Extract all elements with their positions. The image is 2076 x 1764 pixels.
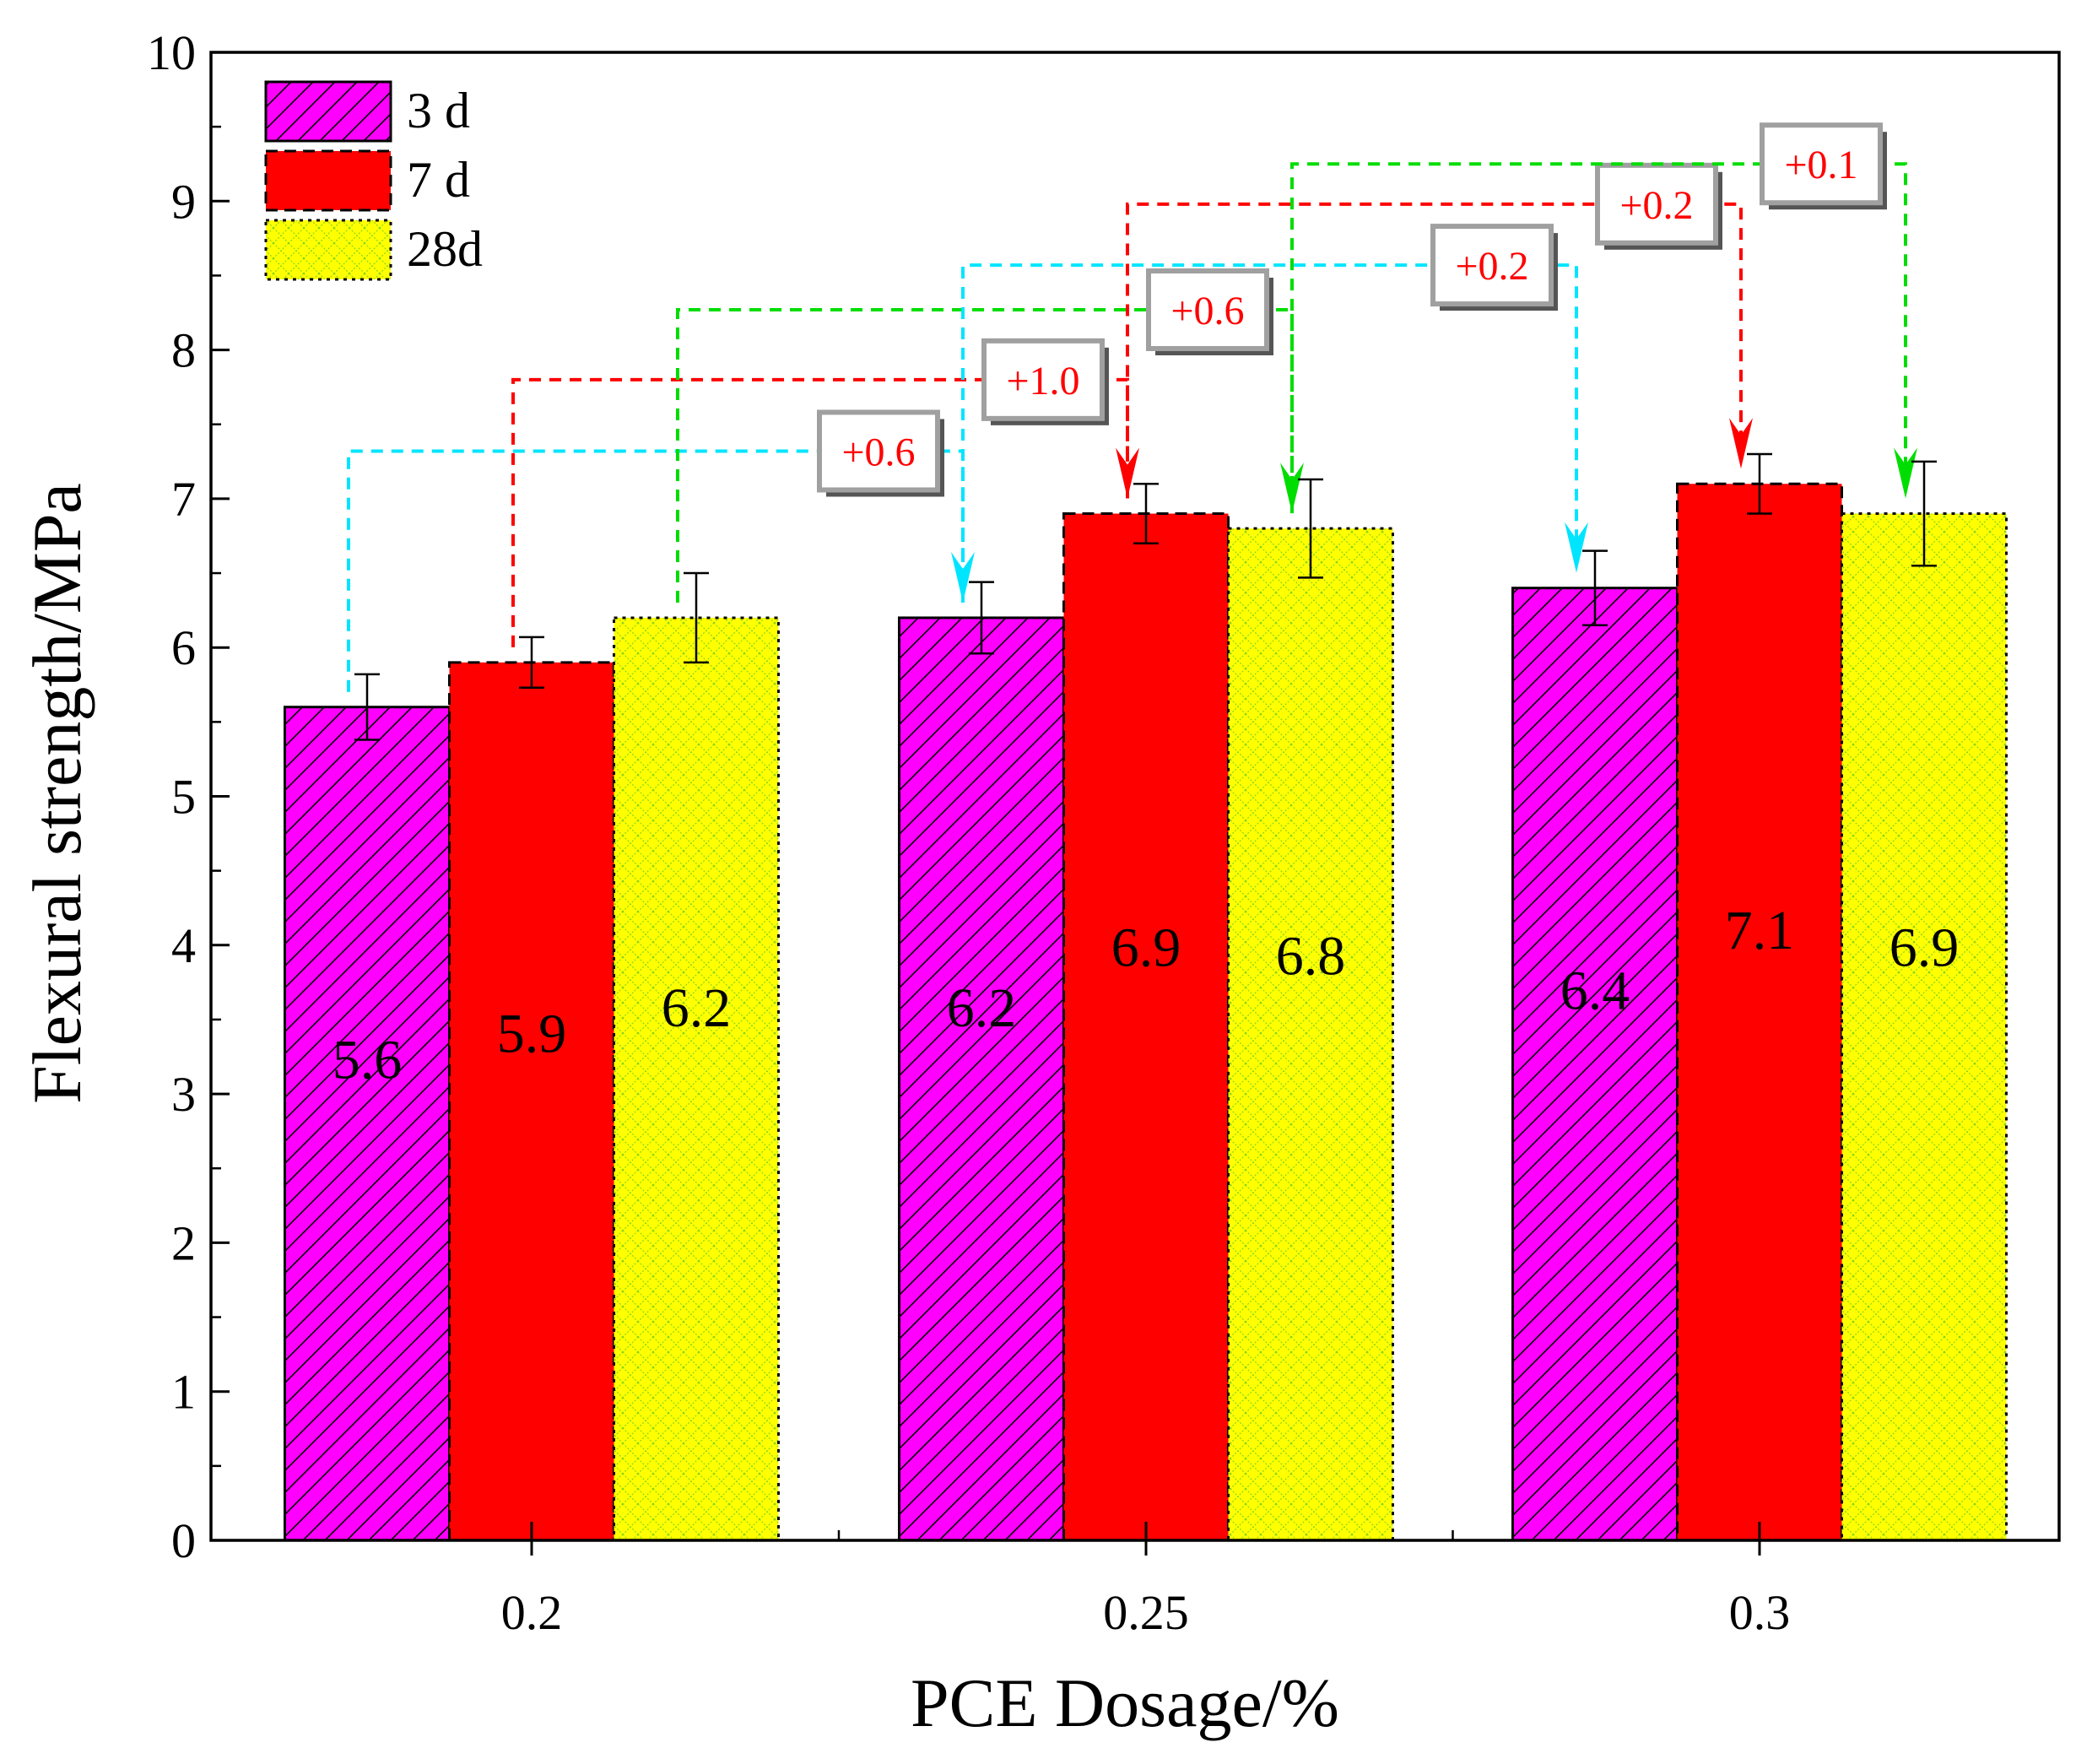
annotation-arrowhead	[1565, 522, 1588, 573]
axes-layer: 0 1 2 3 4 5 6 7 8 9 10 0.2 0.25 0.3	[147, 25, 2061, 1640]
legend-item-3d: 3 d	[264, 80, 470, 143]
increase-annotation: +0.2	[961, 224, 1588, 603]
x-axis-title: PCE Dosage/%	[911, 1664, 1339, 1741]
y-tick-label: 6	[171, 620, 196, 675]
data-label: 6.2	[947, 977, 1017, 1039]
error-bar-2-0	[684, 571, 709, 664]
error-bar-0-1	[969, 581, 994, 655]
annotation-bracket	[676, 307, 1294, 603]
annotation-box	[1760, 122, 1883, 206]
legend-label: 28d	[407, 221, 483, 277]
annotation-box	[1430, 224, 1554, 307]
y-tick-label: 0	[171, 1513, 196, 1568]
annotations-layer: +0.6 +1.0 +0.6 +0.2 +0.2 +0.1	[347, 122, 1917, 692]
legend-swatch	[264, 149, 392, 212]
y-tick-label: 5	[171, 770, 196, 825]
legend-swatch	[264, 80, 392, 143]
x-tick-label: 0.3	[1729, 1585, 1791, 1640]
annotation-box	[1146, 268, 1269, 351]
bar-outline-2-0	[613, 616, 780, 1542]
bar-3d-0.3	[1512, 587, 1678, 1541]
annotation-bracket	[961, 263, 1578, 603]
legend: 3 d 7 d 28d	[264, 80, 483, 281]
bar-28d-0.3	[1841, 513, 2007, 1540]
error-bar-1-1	[1133, 483, 1159, 545]
error-bar-0-0	[354, 673, 380, 741]
legend-item-28d: 28d	[264, 219, 483, 281]
y-tick-label: 7	[171, 472, 196, 527]
bars-layer	[284, 482, 2008, 1542]
y-tick-label: 10	[147, 25, 196, 80]
error-bars-layer	[354, 452, 1937, 741]
error-bar-1-0	[519, 636, 544, 690]
annotation-label: +0.2	[1619, 183, 1693, 228]
y-axis-title: Flexural strength/MPa	[19, 483, 95, 1104]
x-tick-label: 0.25	[1103, 1585, 1189, 1640]
bar-28d-0.25	[1228, 528, 1393, 1541]
increase-annotation: +1.0	[511, 338, 1139, 647]
annotation-box	[817, 409, 940, 493]
y-tick-label: 8	[171, 323, 196, 378]
annotation-label: +1.0	[1006, 359, 1079, 403]
data-label: 5.9	[497, 1004, 567, 1065]
legend-label: 7 d	[407, 152, 470, 208]
bar-3d-0.2	[284, 706, 450, 1540]
data-label: 6.9	[1111, 917, 1181, 978]
bar-28d-0.2	[614, 617, 779, 1541]
legend-label: 3 d	[407, 83, 470, 138]
annotation-label: +0.2	[1455, 244, 1528, 289]
error-bar-0-2	[1582, 549, 1608, 627]
error-bar-2-2	[1911, 460, 1937, 567]
bar-7d-0.25	[1063, 513, 1229, 1540]
annotation-bracket	[511, 377, 1129, 647]
annotation-arrowhead	[1894, 447, 1917, 499]
increase-annotation: +0.6	[347, 409, 975, 692]
increase-annotation: +0.2	[1126, 162, 1753, 499]
annotation-label: +0.1	[1784, 143, 1857, 187]
annotation-box	[1595, 162, 1718, 246]
data-label: 6.4	[1560, 960, 1630, 1022]
annotation-bracket	[1290, 162, 1907, 514]
bar-3d-0.25	[899, 617, 1064, 1541]
annotation-label: +0.6	[1170, 289, 1244, 333]
annotation-bracket	[1126, 202, 1743, 499]
increase-annotation: +0.1	[1290, 122, 1917, 514]
bar-outline-2-2	[1841, 512, 2008, 1542]
y-tick-label: 3	[171, 1067, 196, 1122]
legend-item-7d: 7 d	[264, 149, 470, 212]
legend-swatch	[264, 219, 392, 281]
y-tick-label: 4	[171, 918, 196, 973]
annotation-arrowhead	[1729, 418, 1753, 469]
annotation-box	[981, 338, 1105, 421]
error-bar-1-2	[1747, 452, 1772, 515]
bar-7d-0.3	[1677, 484, 1842, 1540]
data-labels-layer: 5.6 6.2 6.4 5.9 6.9 7.1 6.2 6.8 6.9	[332, 900, 1960, 1090]
data-label: 5.6	[332, 1029, 403, 1090]
increase-annotation: +0.6	[676, 268, 1304, 603]
data-label: 7.1	[1725, 900, 1795, 961]
data-label: 6.2	[662, 977, 732, 1039]
annotation-label: +0.6	[841, 430, 915, 474]
y-tick-label: 1	[171, 1365, 196, 1420]
data-label: 6.9	[1889, 917, 1960, 978]
error-bar-2-1	[1298, 478, 1323, 579]
y-tick-label: 2	[171, 1215, 196, 1270]
y-tick-label: 9	[171, 174, 196, 229]
bar-7d-0.2	[449, 662, 614, 1540]
data-label: 6.8	[1276, 926, 1346, 988]
x-tick-label: 0.2	[501, 1585, 563, 1640]
